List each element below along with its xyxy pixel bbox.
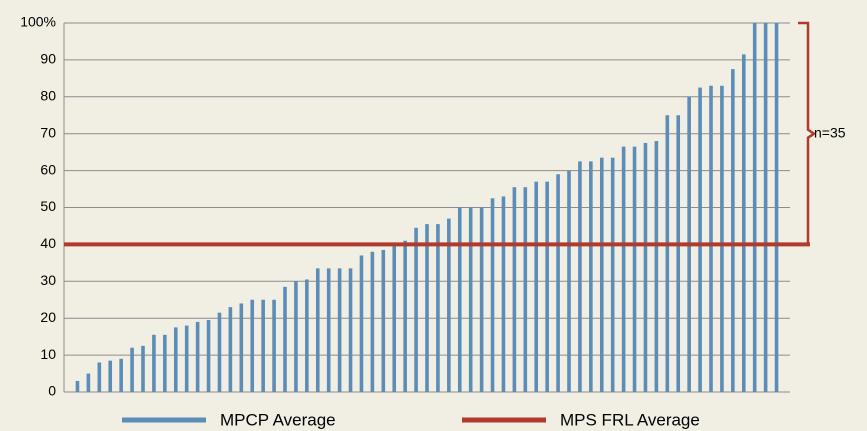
bar (315, 268, 320, 392)
bar (556, 174, 560, 392)
bar (97, 362, 102, 392)
legend: MPCP Average MPS FRL Average (122, 410, 700, 429)
bar (119, 358, 123, 392)
bar (261, 299, 265, 392)
y-tick-label: 20 (40, 309, 56, 325)
bar (381, 249, 386, 392)
bar (228, 307, 233, 392)
annotation: n=35 (814, 124, 846, 140)
bar (512, 187, 517, 392)
bar (250, 299, 255, 392)
bar (501, 196, 506, 392)
bar (643, 142, 648, 392)
bar (294, 281, 298, 392)
bar (676, 115, 681, 392)
bar (457, 207, 462, 392)
bar (632, 146, 637, 392)
bar (709, 85, 713, 392)
bar (403, 240, 407, 392)
bar (326, 268, 331, 392)
bar (108, 360, 113, 392)
bar (359, 255, 364, 392)
bar (468, 207, 473, 392)
bar (305, 279, 309, 392)
bar (698, 87, 702, 392)
bar (545, 181, 549, 392)
legend-label: MPCP Average (220, 410, 336, 429)
bar (720, 85, 724, 392)
bar (425, 224, 429, 392)
y-tick-label: 10 (40, 346, 56, 362)
y-tick-label: 40 (40, 235, 56, 251)
bar (130, 347, 134, 392)
bar (774, 23, 779, 392)
y-tick-label: 90 (40, 51, 56, 67)
bar (731, 69, 735, 392)
bar (741, 54, 746, 393)
legend-label: MPS FRL Average (560, 410, 700, 429)
bar (414, 227, 418, 392)
bar (479, 207, 484, 392)
y-tick-label: 0 (48, 383, 56, 399)
bar (523, 187, 528, 392)
bar (163, 334, 167, 392)
bar (599, 157, 604, 392)
bar (86, 373, 91, 392)
bar (589, 161, 593, 392)
bar (534, 181, 539, 392)
bar (665, 115, 670, 392)
bar (195, 321, 200, 392)
bar (490, 198, 495, 392)
bar (567, 170, 571, 392)
bar (141, 345, 145, 392)
bar (348, 268, 353, 392)
bar (337, 268, 342, 392)
bar (621, 146, 626, 392)
bar (75, 380, 80, 392)
bar (152, 334, 156, 392)
bar (206, 320, 211, 392)
bar (272, 299, 276, 392)
bar (578, 161, 582, 392)
bracket (798, 21, 817, 246)
bar (436, 224, 440, 392)
bar (392, 244, 397, 392)
bar (610, 157, 615, 392)
bar (184, 325, 189, 392)
bar (239, 303, 244, 392)
y-tick-label: 70 (40, 124, 56, 140)
y-tick-label: 60 (40, 161, 56, 177)
y-tick-label: 80 (40, 88, 56, 104)
bar (370, 251, 375, 392)
y-tick-label: 50 (40, 198, 56, 214)
bar (447, 218, 451, 392)
bar (654, 141, 659, 392)
bar (763, 23, 768, 392)
y-tick-label: 100% (20, 14, 56, 30)
bar (283, 286, 287, 392)
bar (217, 312, 222, 392)
y-tick-label: 30 (40, 272, 56, 288)
bar (752, 23, 757, 392)
bar (173, 327, 178, 392)
